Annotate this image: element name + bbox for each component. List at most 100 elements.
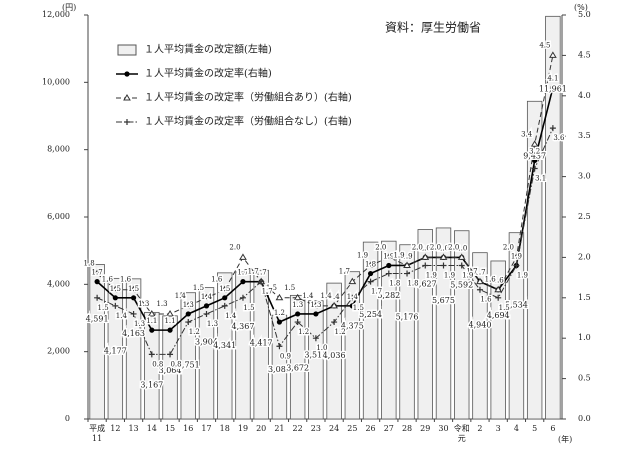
rate-label: 1.7 — [248, 268, 259, 276]
point — [312, 301, 320, 309]
point — [530, 140, 539, 147]
rate-label: 1.6 — [485, 276, 497, 284]
line — [96, 55, 554, 315]
point — [276, 343, 283, 350]
legend-label: １人平均賃金の改定率(右軸) — [144, 67, 272, 80]
rate-label: 1.3 — [183, 301, 194, 309]
rate-label: 1.3 — [207, 320, 218, 328]
rate-label: 1.7 — [474, 269, 485, 277]
x-tick-label: 16 — [183, 424, 193, 433]
bar — [362, 241, 379, 420]
y-tick-label: 2,000 — [47, 347, 70, 356]
line — [96, 127, 554, 355]
bar — [545, 15, 561, 420]
x-tick-label: 25 — [347, 424, 357, 433]
rate-label: 1.4 — [175, 292, 187, 300]
bar — [399, 244, 415, 420]
rate-label: 1.9 — [426, 271, 437, 279]
rate-label: 4.5 — [539, 41, 550, 49]
point — [239, 253, 247, 260]
rate-label: 1.4 — [321, 292, 333, 300]
point — [313, 311, 319, 317]
bar-value-label: 3,167 — [140, 380, 163, 389]
point — [185, 311, 191, 317]
bar-value-label: 4,375 — [341, 322, 364, 331]
point — [330, 301, 338, 309]
point — [239, 294, 246, 301]
bar — [89, 264, 105, 420]
legend-marker — [124, 71, 130, 77]
legend-label: １人平均賃金の改定率（労働組合なし）(右軸) — [144, 115, 352, 128]
rate-label: 1.7 — [339, 268, 350, 276]
point — [184, 301, 193, 309]
point — [111, 285, 120, 293]
y-tick-label: 6,000 — [47, 212, 70, 221]
rate-label: 0.8 — [152, 360, 163, 368]
x-tick-label: 12 — [110, 424, 120, 433]
rate-label: 1.1 — [146, 317, 157, 325]
x-tick-label: 17 — [201, 424, 211, 433]
rate-label: 1.9 — [517, 271, 528, 279]
legend-marker — [123, 94, 131, 101]
bar-value-label: 5,627 — [414, 280, 437, 289]
bar — [253, 269, 269, 420]
point — [331, 319, 338, 326]
point — [295, 311, 301, 317]
point — [386, 262, 392, 269]
rate-label: 2.0 — [430, 243, 441, 251]
rate-label: 2.0 — [420, 244, 431, 252]
point — [220, 285, 229, 293]
bar — [180, 292, 196, 420]
point — [167, 351, 174, 358]
bar-value-label: 5,282 — [377, 291, 400, 300]
bar — [454, 230, 470, 420]
x-tick-label: 5 — [532, 424, 537, 433]
y2-tick-label: 0.0 — [578, 414, 591, 423]
rate-label: 1.3 — [134, 320, 145, 328]
point — [458, 262, 465, 269]
point — [112, 295, 118, 301]
bar-value-label: 4,163 — [122, 329, 145, 338]
point — [258, 278, 265, 285]
point — [457, 253, 466, 260]
x-tick-label: 15 — [165, 424, 175, 433]
bar — [472, 252, 488, 420]
rate-label: 1.7 — [92, 269, 103, 277]
rate-label: 1.7 — [237, 269, 248, 277]
bar-value-label: 4,036 — [323, 351, 346, 360]
y2-tick-label: 0.5 — [578, 374, 591, 383]
x-tick-label: 18 — [220, 424, 230, 433]
rate-label: 1.5 — [193, 284, 204, 292]
point — [349, 303, 355, 309]
x-tick-label: 23 — [311, 424, 321, 433]
y2-tick-label: 3.5 — [578, 131, 591, 140]
rate-label: 1.3 — [156, 300, 167, 308]
rate-label: 1.4 — [329, 293, 341, 301]
rate-label: 2.0 — [412, 243, 423, 251]
rate-label: 2.0 — [375, 243, 386, 251]
bar-value-label: 4,940 — [469, 321, 492, 330]
rate-label: 1.5 — [353, 304, 364, 312]
rate-label: 1.9 — [357, 251, 368, 259]
rate-label: 1.2 — [189, 328, 200, 336]
rate-label: 1.3 — [292, 301, 303, 309]
point — [147, 309, 156, 317]
bar — [308, 300, 324, 420]
point — [94, 294, 101, 301]
point — [203, 310, 210, 317]
rate-label: 2.0 — [456, 244, 467, 252]
point — [367, 270, 374, 277]
x-unit: (年) — [558, 434, 572, 444]
x-tick-label: 平成 11 — [89, 423, 105, 443]
rate-label: 1.6 — [211, 276, 223, 284]
rate-label: 2.0 — [229, 243, 240, 251]
bar — [435, 227, 452, 420]
rate-label: 1.8 — [84, 260, 95, 268]
point — [349, 294, 356, 301]
point — [130, 310, 137, 317]
y2-tick-label: 5.0 — [578, 10, 591, 19]
x-tick-label: 27 — [384, 424, 394, 433]
bar — [344, 271, 361, 420]
y2-tick-label: 1.5 — [578, 293, 591, 302]
